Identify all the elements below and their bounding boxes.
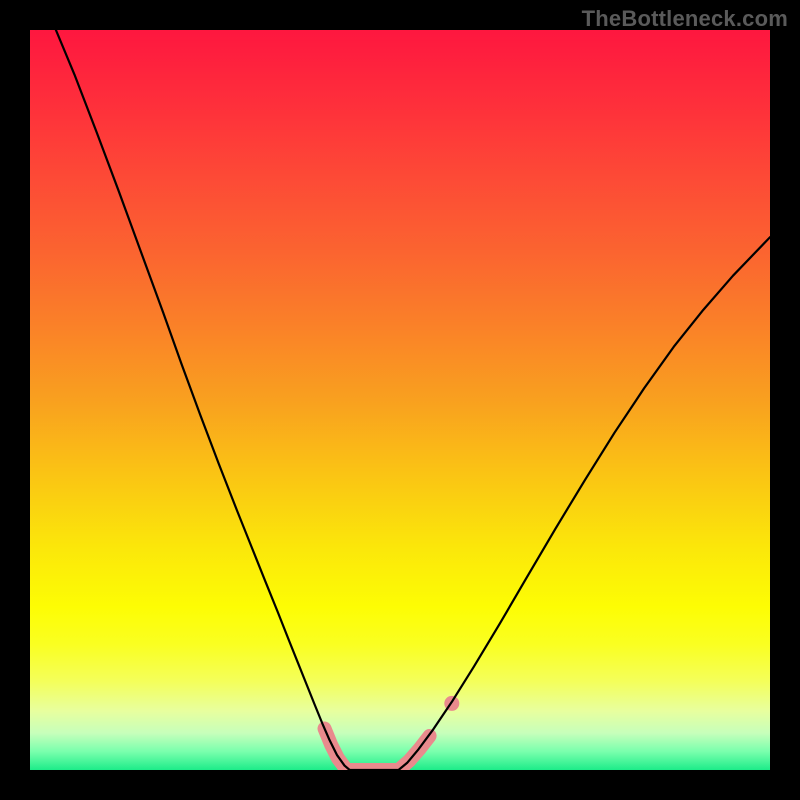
gradient-background	[30, 30, 770, 770]
outer-frame: TheBottleneck.com	[0, 0, 800, 800]
watermark-label: TheBottleneck.com	[582, 6, 788, 32]
chart-svg	[30, 30, 770, 770]
plot-area	[30, 30, 770, 770]
